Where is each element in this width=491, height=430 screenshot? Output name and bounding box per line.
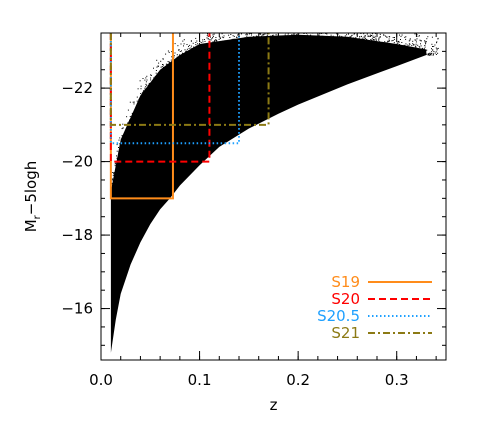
y-tick-label: −20 xyxy=(61,153,93,171)
axis-ticks xyxy=(100,32,446,360)
x-tick-label: 0.0 xyxy=(89,371,113,389)
plot-frame xyxy=(100,32,447,361)
x-axis-label: z xyxy=(270,396,278,414)
y-axis-label-main: M xyxy=(22,219,40,232)
y-axis-label-rest: −5logh xyxy=(22,161,40,216)
sample-box-s20-5 xyxy=(109,33,240,145)
legend-label-s19: S19 xyxy=(331,273,360,291)
y-tick-label: −16 xyxy=(61,300,93,318)
y-axis-label: Mr−5logh xyxy=(22,161,43,233)
y-axis-label-subscript: r xyxy=(32,214,43,219)
axis-tick-labels: 0.0 0.1 0.2 0.3 −16 −18 −20 −22 xyxy=(61,79,408,389)
legend-label-s20-5: S20.5 xyxy=(317,307,360,325)
x-tick-label: 0.2 xyxy=(286,371,310,389)
sample-box-s21 xyxy=(109,33,270,126)
sample-boxes xyxy=(109,33,270,200)
x-tick-label: 0.1 xyxy=(188,371,212,389)
galaxy-cloud-body xyxy=(110,34,427,353)
x-tick-label: 0.3 xyxy=(385,371,409,389)
legend-label-s21: S21 xyxy=(331,324,360,342)
y-tick-label: −22 xyxy=(61,79,93,97)
legend-label-s20: S20 xyxy=(331,290,360,308)
sample-box-s20 xyxy=(109,33,211,163)
galaxy-point-cloud xyxy=(110,33,439,353)
y-tick-label: −18 xyxy=(61,226,93,244)
